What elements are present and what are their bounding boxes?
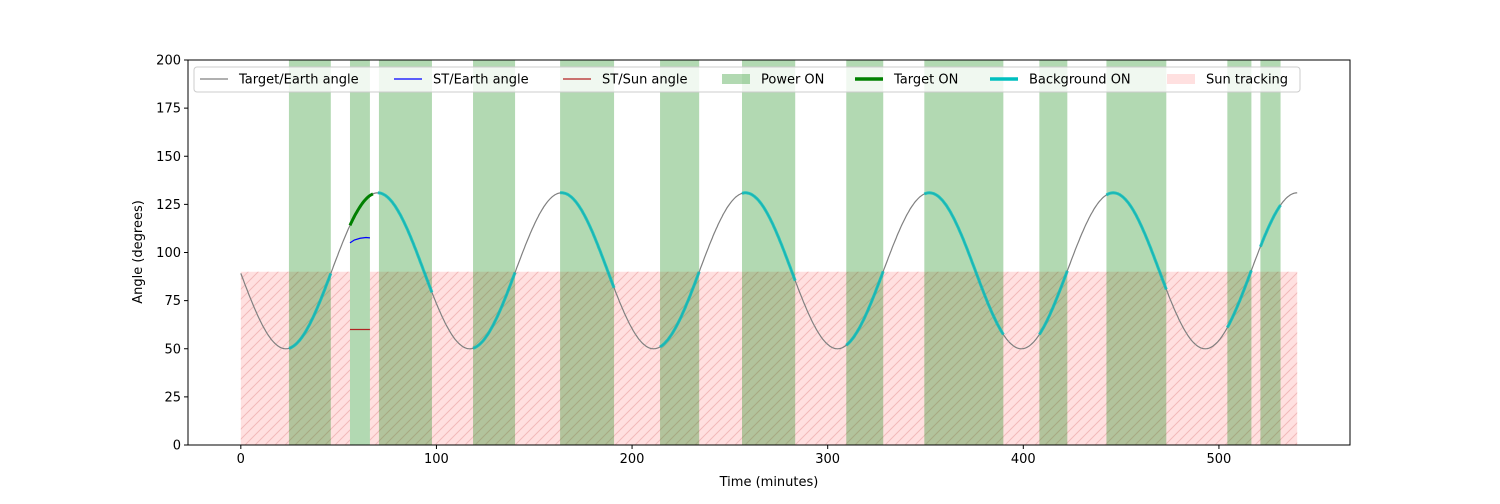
legend-target-on-label: Target ON — [893, 73, 958, 88]
background-on-segment — [1226, 269, 1253, 329]
x-tick-label: 200 — [620, 452, 645, 467]
x-tick-label: 400 — [1011, 452, 1036, 467]
x-tick-label: 300 — [815, 452, 840, 467]
background-on-segment — [741, 191, 797, 282]
background-on-segment — [1105, 191, 1168, 290]
legend-sun-tracking-label: Sun tracking — [1206, 73, 1288, 88]
y-tick-label: 100 — [156, 246, 181, 261]
power-on-band — [660, 60, 700, 445]
target-on-segment — [348, 192, 374, 226]
x-axis-label: Time (minutes) — [719, 475, 819, 490]
x-tick-label: 100 — [424, 452, 449, 467]
background-on-segment — [923, 191, 1005, 336]
power-on-band — [288, 60, 331, 445]
power-on-band — [846, 60, 884, 445]
power-on-band — [742, 60, 796, 445]
y-axis-label: Angle (degrees) — [131, 200, 146, 304]
legend-st-earth-angle-label: ST/Earth angle — [433, 73, 529, 88]
x-tick-label: 500 — [1207, 452, 1232, 467]
st-earth-angle-line — [349, 236, 370, 244]
y-tick-label: 25 — [164, 390, 181, 405]
y-tick-label: 150 — [156, 150, 181, 165]
power-on-band — [1106, 60, 1167, 445]
legend-sun-tracking-swatch — [1167, 74, 1195, 84]
legend-power-on-swatch — [722, 74, 750, 84]
power-on-band — [1260, 60, 1281, 445]
sun-tracking-hatch — [240, 271, 350, 445]
legend-background-on-label: Background ON — [1029, 73, 1131, 88]
legend-target-earth-angle-label: Target/Earth angle — [238, 73, 359, 88]
y-tick-label: 125 — [156, 198, 181, 213]
background-on-segment — [288, 272, 333, 350]
background-on-segment — [559, 191, 616, 289]
y-tick-label: 175 — [156, 102, 181, 117]
x-tick-label: 0 — [237, 452, 245, 467]
y-axis: 0 25 50 75 100 125 150 175 200 — [156, 54, 188, 454]
background-on-segment — [845, 270, 885, 347]
legend-power-on-label: Power ON — [761, 73, 824, 88]
y-tick-label: 50 — [164, 342, 181, 357]
legend-st-sun-angle-label: ST/Sun angle — [602, 73, 688, 88]
y-tick-label: 0 — [173, 439, 181, 454]
x-axis: 0 100 200 300 400 500 — [237, 445, 1232, 467]
legend: Target/Earth angle ST/Earth angle ST/Sun a… — [193, 66, 1301, 93]
background-on-segment — [1038, 270, 1069, 336]
power-on-band — [378, 60, 432, 445]
plot-area — [240, 60, 1298, 445]
background-on-segment — [659, 271, 701, 349]
y-tick-label: 200 — [156, 54, 181, 69]
background-on-segment — [1259, 204, 1282, 248]
power-on-band — [560, 60, 615, 445]
power-on-band — [924, 60, 1004, 445]
power-on-band — [349, 60, 370, 445]
power-on-band — [1039, 60, 1068, 445]
sun-tracking-hatch — [369, 271, 1298, 445]
power-on-band — [473, 60, 516, 445]
power-on-band — [1227, 60, 1252, 445]
background-on-segment — [472, 271, 517, 350]
y-tick-label: 75 — [164, 294, 181, 309]
background-on-segment — [377, 191, 434, 293]
